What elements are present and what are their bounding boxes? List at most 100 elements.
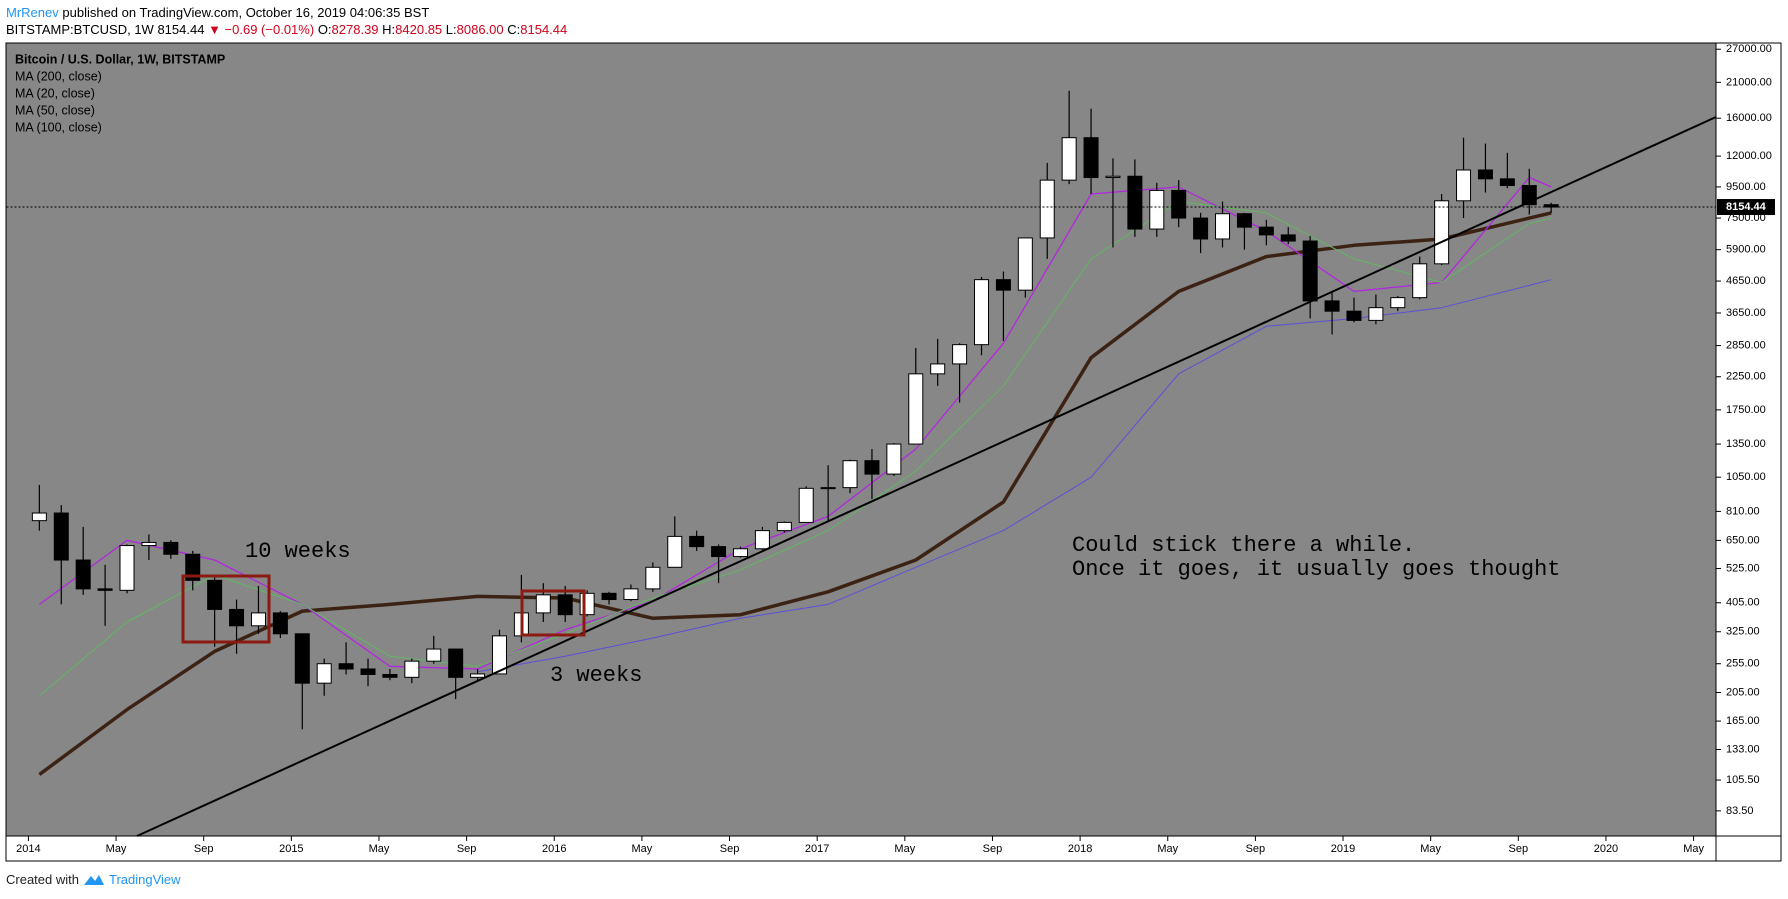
y-tick-label: 2250.00 bbox=[1726, 371, 1766, 383]
ma-line bbox=[477, 279, 1552, 673]
x-tick-label: 2014 bbox=[16, 843, 40, 855]
change: ▼ −0.69 (−0.01%) bbox=[208, 22, 315, 37]
symbol: BITSTAMP:BTCUSD, 1W bbox=[6, 22, 154, 37]
candle-body bbox=[1477, 169, 1493, 180]
y-tick-label: 2850.00 bbox=[1726, 339, 1766, 351]
author[interactable]: MrRenev bbox=[6, 5, 59, 20]
published: published on TradingView.com, October 16… bbox=[62, 5, 430, 20]
l-value: 8086.00 bbox=[456, 22, 504, 37]
price: 8154.44 bbox=[157, 22, 205, 37]
candle-body bbox=[623, 588, 639, 601]
candle-body bbox=[886, 443, 902, 475]
candle-body bbox=[820, 487, 836, 490]
y-tick-label: 205.00 bbox=[1726, 686, 1760, 698]
candle-body bbox=[1324, 300, 1340, 312]
candle-body bbox=[1039, 179, 1055, 239]
candle-body bbox=[732, 548, 748, 558]
candle-body bbox=[645, 566, 661, 590]
candle-body bbox=[360, 668, 376, 675]
candle-body bbox=[1499, 178, 1515, 187]
candle-body bbox=[470, 673, 486, 678]
publish-line: MrRenev published on TradingView.com, Oc… bbox=[6, 5, 429, 20]
candle-body bbox=[1236, 213, 1252, 228]
candle-body bbox=[1127, 175, 1143, 230]
y-tick-label: 1750.00 bbox=[1726, 404, 1766, 416]
y-tick-label: 16000.00 bbox=[1726, 112, 1772, 124]
y-tick-label: 27000.00 bbox=[1726, 43, 1772, 55]
candle-body bbox=[952, 344, 968, 365]
candle-body bbox=[579, 592, 595, 616]
symbol-line: BITSTAMP:BTCUSD, 1W 8154.44 ▼ −0.69 (−0.… bbox=[6, 22, 567, 37]
candle-body bbox=[1456, 169, 1472, 202]
x-tick-label: 2017 bbox=[805, 843, 829, 855]
last-price-box bbox=[1717, 199, 1775, 216]
legend-entry: MA (200, close) bbox=[15, 69, 102, 83]
y-tick-label: 21000.00 bbox=[1726, 76, 1772, 88]
candle-body bbox=[382, 673, 398, 678]
candle-body bbox=[163, 541, 179, 555]
candle-body bbox=[1412, 263, 1428, 299]
y-tick-label: 165.00 bbox=[1726, 715, 1760, 727]
legend-entry: MA (20, close) bbox=[15, 86, 95, 100]
y-tick-label: 3650.00 bbox=[1726, 307, 1766, 319]
footer-text: Created with bbox=[6, 872, 79, 887]
candle-body bbox=[754, 530, 770, 550]
y-tick-label: 1350.00 bbox=[1726, 438, 1766, 450]
candle-body bbox=[1258, 226, 1274, 236]
annotation: 3 weeks bbox=[550, 663, 642, 688]
h-label: H: bbox=[382, 22, 396, 37]
o-value: 8278.39 bbox=[331, 22, 379, 37]
candle-body bbox=[601, 592, 617, 601]
plot-area bbox=[6, 43, 1716, 837]
candle-body bbox=[711, 546, 727, 558]
trend-line bbox=[136, 116, 1717, 837]
x-tick-label: May bbox=[894, 843, 915, 855]
x-tick-label: Sep bbox=[983, 843, 1003, 855]
legend-entry: MA (50, close) bbox=[15, 103, 95, 117]
y-tick-label: 5900.00 bbox=[1726, 244, 1766, 256]
candle-body bbox=[250, 612, 266, 627]
c-label: C: bbox=[507, 22, 521, 37]
candle-body bbox=[1368, 307, 1384, 321]
candle-body bbox=[294, 633, 310, 684]
candle-body bbox=[207, 579, 223, 610]
footer: Created with TradingView bbox=[6, 872, 181, 887]
footer-brand[interactable]: TradingView bbox=[108, 872, 181, 887]
x-tick-label: Sep bbox=[1246, 843, 1266, 855]
x-tick-label: 2018 bbox=[1068, 843, 1092, 855]
candle-body bbox=[667, 535, 683, 568]
candle-body bbox=[1105, 175, 1121, 179]
candle-body bbox=[141, 541, 157, 547]
x-tick-label: May bbox=[106, 843, 127, 855]
o-label: O: bbox=[317, 22, 332, 37]
y-tick-label: 650.00 bbox=[1726, 534, 1760, 546]
candle-body bbox=[1171, 189, 1187, 219]
candle-body bbox=[864, 460, 880, 475]
annotation: Could stick there a while. bbox=[1072, 533, 1415, 558]
annotation: Once it goes, it usually goes thought bbox=[1072, 557, 1560, 582]
candle-body bbox=[229, 608, 245, 627]
ma-line bbox=[39, 201, 1552, 697]
candle-body bbox=[404, 660, 420, 678]
candle-body bbox=[448, 648, 464, 678]
l-label: L: bbox=[445, 22, 457, 37]
x-tick-label: 2020 bbox=[1594, 843, 1618, 855]
x-tick-label: Sep bbox=[457, 843, 477, 855]
candle-body bbox=[426, 648, 442, 662]
logo bbox=[83, 875, 104, 885]
y-tick-label: 255.00 bbox=[1726, 658, 1760, 670]
candle-body bbox=[776, 521, 792, 532]
ma-line bbox=[38, 211, 1552, 776]
x-tick-label: May bbox=[1157, 843, 1178, 855]
candle-body bbox=[1302, 240, 1318, 302]
y-tick-label: 83.50 bbox=[1726, 805, 1754, 817]
x-tick-label: May bbox=[1420, 843, 1441, 855]
chart: 10 weeks 3 weeks Could stick there a whi… bbox=[5, 42, 1782, 862]
candle-body bbox=[338, 663, 354, 670]
candle-body bbox=[995, 279, 1011, 291]
candle-body bbox=[272, 612, 288, 635]
candle-body bbox=[1280, 234, 1296, 242]
x-tick-label: Sep bbox=[720, 843, 740, 855]
candle-body bbox=[1017, 237, 1033, 291]
y-tick-label: 810.00 bbox=[1726, 505, 1760, 517]
